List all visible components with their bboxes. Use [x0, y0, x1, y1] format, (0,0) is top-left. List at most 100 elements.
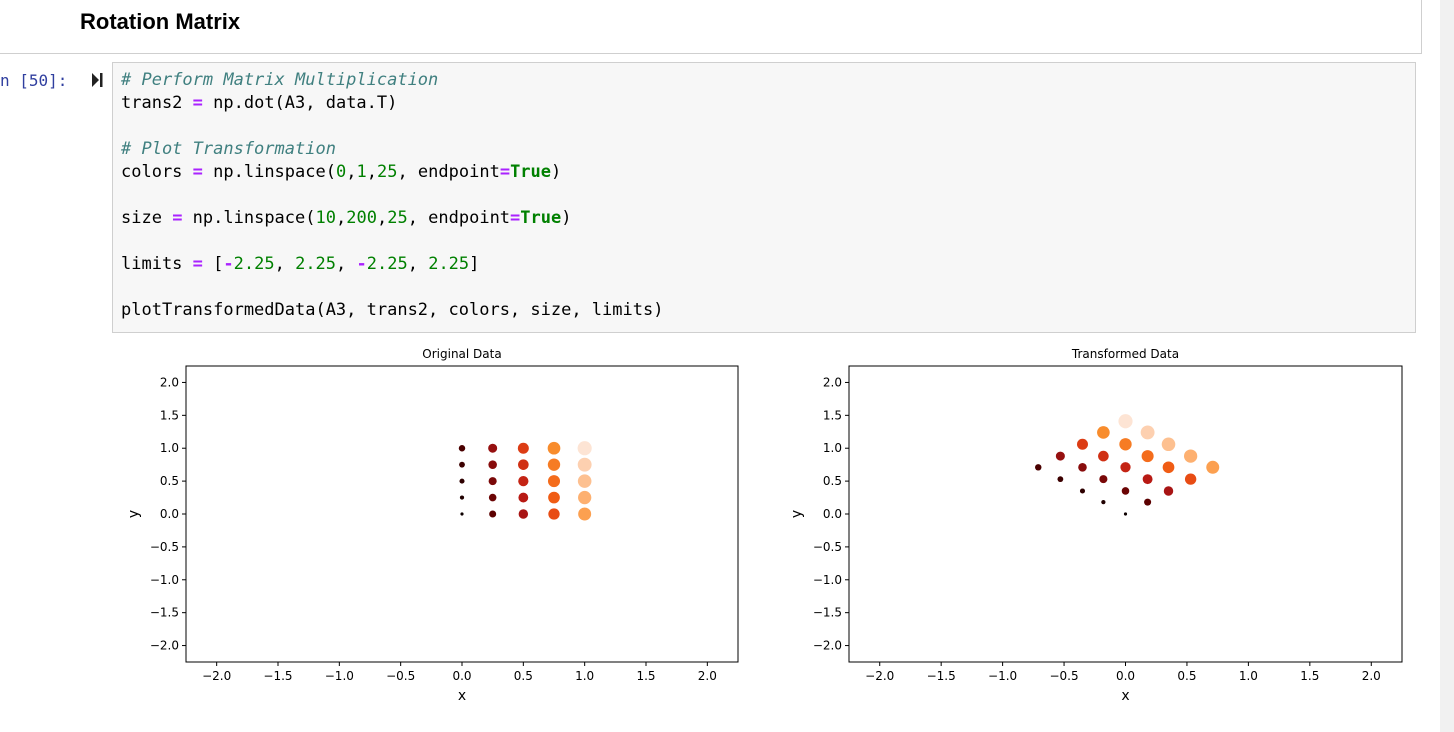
scatter-point [1162, 461, 1175, 474]
x-tick-label: −1.5 [927, 669, 956, 683]
scatter-point [1055, 451, 1065, 461]
scatter-point [518, 475, 529, 487]
x-tick-label: 1.5 [1300, 669, 1319, 683]
code-token: , [366, 162, 377, 182]
code-token: 10 [315, 208, 336, 228]
code-token: , [335, 208, 347, 228]
code-line: # Plot Transformation [121, 139, 336, 162]
code-token: , endpoint [407, 208, 511, 228]
code-line: colors = np.linspace(0,1,25, endpoint=Tr… [121, 162, 561, 185]
x-tick-label: 2.0 [698, 669, 717, 683]
code-token: # Plot Transformation [121, 139, 336, 159]
x-tick-label: 1.0 [1239, 669, 1258, 683]
scatter-point [460, 512, 464, 516]
scatter-point [1206, 460, 1220, 474]
scatter-point [1183, 449, 1198, 463]
scatter-point [1118, 414, 1133, 429]
x-tick-label: 1.0 [575, 669, 594, 683]
x-axis-label: x [458, 688, 466, 704]
scatter-point [1123, 512, 1128, 516]
scatter-point [1140, 425, 1155, 440]
scatter-point [517, 442, 529, 454]
chart-title: Original Data [422, 347, 501, 361]
x-tick-label: 2.0 [1362, 669, 1381, 683]
x-tick-label: −1.0 [325, 669, 354, 683]
x-tick-label: 0.5 [514, 669, 533, 683]
scatter-point [1163, 486, 1174, 496]
code-cell[interactable] [112, 62, 1416, 333]
x-tick-label: −0.5 [1049, 669, 1078, 683]
y-tick-label: 1.0 [823, 441, 842, 455]
scatter-point [458, 444, 466, 452]
code-token: # Perform Matrix Multiplication [121, 70, 439, 90]
y-tick-label: −2.0 [150, 639, 179, 653]
code-token: - [223, 254, 234, 274]
axes-frame [848, 365, 1403, 663]
scatter-point [1097, 426, 1110, 439]
y-tick-label: 2.0 [160, 375, 179, 389]
code-token: trans2 [121, 93, 193, 113]
code-token: 2.25 [233, 254, 275, 274]
y-tick-label: 0.0 [823, 507, 842, 521]
scatter-point [577, 457, 592, 472]
code-token: plotTransformedData(A3, trans2, colors, … [121, 300, 664, 320]
scatter-point [548, 491, 560, 504]
scatter-point [1120, 462, 1131, 473]
code-token: np.linspace( [202, 162, 336, 182]
code-token: , [346, 162, 357, 182]
chart-title: Transformed Data [1071, 347, 1179, 361]
code-token: ) [551, 162, 562, 182]
code-token: colors [121, 162, 193, 182]
scatter-point [518, 509, 529, 519]
code-token: = [172, 208, 183, 228]
y-tick-label: −2.0 [813, 639, 842, 653]
code-line: limits = [-2.25, 2.25, -2.25, 2.25] [121, 254, 479, 277]
scatter-point [547, 441, 561, 455]
scatter-point [488, 460, 497, 469]
axes-frame [185, 365, 739, 663]
code-token: 1 [356, 162, 367, 182]
code-token: = [192, 162, 203, 182]
code-token: np.dot(A3, data.T) [202, 93, 398, 113]
x-tick-label: 0.0 [1116, 669, 1135, 683]
code-token: 200 [346, 208, 377, 228]
scatter-point [548, 508, 560, 520]
code-token: [ [202, 254, 224, 274]
scatter-point [459, 478, 465, 484]
scatter-point [1184, 473, 1197, 485]
y-axis-label: y [789, 510, 805, 518]
code-token: np.linspace( [182, 208, 316, 228]
scatter-point [1057, 476, 1064, 483]
scatter-point [1161, 437, 1176, 452]
scatter-point [488, 477, 497, 486]
scatter-point [1099, 475, 1108, 484]
scrollbar[interactable] [1440, 0, 1454, 732]
code-token: ] [469, 254, 480, 274]
y-tick-label: 1.5 [823, 408, 842, 422]
cell-prompt: n [50]: [0, 71, 68, 90]
run-button[interactable] [90, 72, 104, 88]
scatter-point [547, 475, 561, 488]
code-line: # Perform Matrix Multiplication [121, 70, 438, 93]
y-tick-label: 2.0 [823, 375, 842, 389]
code-token: , endpoint [397, 162, 500, 182]
scatter-point [547, 458, 561, 471]
code-token: = [192, 254, 203, 274]
code-token: , [274, 254, 296, 274]
scatter-point [488, 443, 498, 453]
markdown-cell: Rotation Matrix [0, 0, 1422, 54]
scatter-point [489, 510, 497, 518]
x-tick-label: −2.0 [202, 669, 231, 683]
y-tick-label: −0.5 [813, 540, 842, 554]
code-token: 25 [387, 208, 408, 228]
scatter-point [1078, 463, 1087, 472]
scatter-point [1121, 487, 1130, 495]
scatter-point [577, 441, 592, 456]
scatter-point [459, 461, 465, 468]
scatter-point [1144, 498, 1152, 506]
code-token: = [192, 93, 203, 113]
x-tick-label: −2.0 [865, 669, 894, 683]
x-axis-label: x [1121, 688, 1129, 704]
